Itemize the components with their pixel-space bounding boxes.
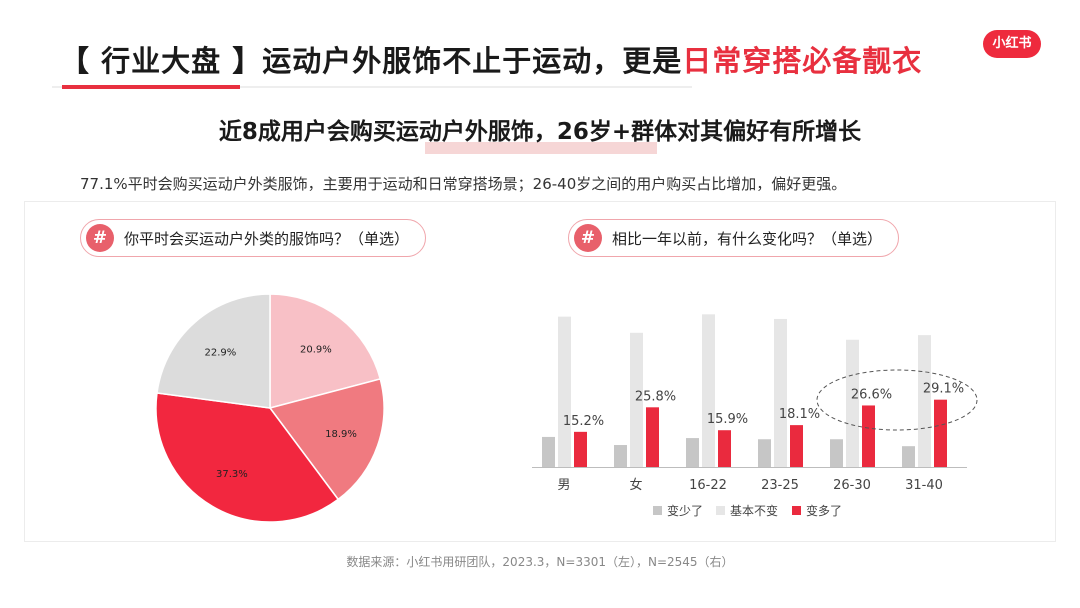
bar <box>902 446 915 467</box>
left-question: 你平时会买运动户外类的服饰吗？（单选） <box>124 229 410 248</box>
legend-swatch <box>716 506 725 515</box>
hash-icon: # <box>86 224 114 252</box>
x-tick-label: 男 <box>557 478 570 493</box>
bar-data-label: 15.2% <box>563 414 604 429</box>
bar <box>646 407 659 467</box>
pie-slice <box>155 392 340 523</box>
legend-label: 变少了 <box>667 503 703 518</box>
description: 77.1%平时会购买运动户外类服饰，主要用于运动和日常穿搭场景；26-40岁之间… <box>80 175 847 193</box>
bar-data-label: 18.1% <box>779 407 820 422</box>
page-title: 【 行业大盘 】运动户外服饰不止于运动，更是日常穿搭必备靓衣 <box>60 44 922 78</box>
subtitle-highlight-bar <box>425 142 657 154</box>
bar-data-label: 25.8% <box>635 389 676 404</box>
pie-chart: 20.9% 18.9% 37.3% 22.9% <box>155 293 385 523</box>
bar <box>718 430 731 467</box>
bar-chart: 15.2% 男 25.8% 女 15.9% 16-22 18.1% 23-25 26.6% 26-… <box>532 314 978 518</box>
pie-slice-label: 20.9% <box>300 344 332 355</box>
right-question: 相比一年以前，有什么变化吗？（单选） <box>612 229 883 248</box>
bar <box>630 332 643 467</box>
bar <box>758 439 771 467</box>
pie-slice-label: 18.9% <box>325 429 357 440</box>
bar <box>774 318 787 467</box>
x-tick-label: 31-40 <box>905 478 943 493</box>
subtitle: 近8成用户会购买运动户外服饰，26岁+群体对其偏好有所增长 <box>218 119 862 145</box>
bar-data-label: 26.6% <box>851 387 892 402</box>
legend-swatch <box>792 506 801 515</box>
data-source: 数据来源：小红书用研团队，2023.3，N=3301（左），N=2545（右） <box>346 555 734 569</box>
bar <box>686 438 699 467</box>
title-prefix: 【 行业大盘 】运动户外服饰不止于运动，更是 <box>60 44 683 78</box>
pie-slice <box>269 293 382 409</box>
bar <box>918 335 931 467</box>
highlight-ellipse <box>816 369 978 431</box>
right-question-pill: # 相比一年以前，有什么变化吗？（单选） <box>568 219 900 257</box>
title-highlight: 日常穿搭必备靓衣 <box>682 44 923 78</box>
bar <box>614 445 627 467</box>
title-row: 【 行业大盘 】运动户外服饰不止于运动，更是日常穿搭必备靓衣 <box>60 38 922 84</box>
brand-logo: 小红书 <box>983 30 1041 58</box>
bar <box>558 316 571 467</box>
x-tick-label: 16-22 <box>689 478 727 493</box>
bar <box>934 399 947 467</box>
bar <box>846 339 859 467</box>
pie-slice-label: 22.9% <box>205 347 237 358</box>
x-tick-label: 26-30 <box>833 478 871 493</box>
title-underline <box>52 85 692 89</box>
legend-label: 基本不变 <box>730 503 778 518</box>
legend-label: 变多了 <box>806 503 842 518</box>
bar <box>542 436 555 467</box>
bar-data-label: 29.1% <box>923 382 964 397</box>
x-tick-label: 23-25 <box>761 478 799 493</box>
pie-slice-label: 37.3% <box>216 469 248 480</box>
title-underline-accent <box>62 85 240 89</box>
legend-swatch <box>653 506 662 515</box>
x-tick-label: 女 <box>629 477 642 493</box>
bar <box>574 431 587 467</box>
hash-icon: # <box>574 224 602 252</box>
bar <box>702 314 715 467</box>
bar <box>790 425 803 467</box>
pie-slice <box>268 378 385 501</box>
bar <box>830 439 843 467</box>
left-question-pill: # 你平时会买运动户外类的服饰吗？（单选） <box>80 219 427 257</box>
bar <box>862 405 875 467</box>
bar-data-label: 15.9% <box>707 412 748 427</box>
pie-slice <box>156 293 271 409</box>
